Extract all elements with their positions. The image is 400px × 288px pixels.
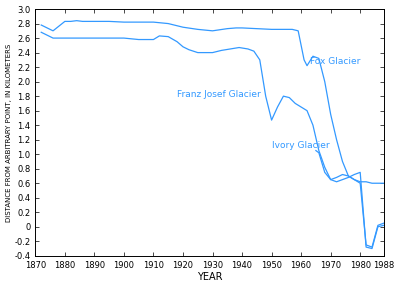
X-axis label: YEAR: YEAR xyxy=(197,272,222,283)
Text: Franz Josef Glacier: Franz Josef Glacier xyxy=(177,90,261,99)
Text: Fox Glacier: Fox Glacier xyxy=(310,57,360,66)
Y-axis label: DISTANCE FROM ARBITRARY POINT, IN KILOMETERS: DISTANCE FROM ARBITRARY POINT, IN KILOME… xyxy=(6,43,12,221)
Text: Ivory Glacier: Ivory Glacier xyxy=(272,141,329,150)
